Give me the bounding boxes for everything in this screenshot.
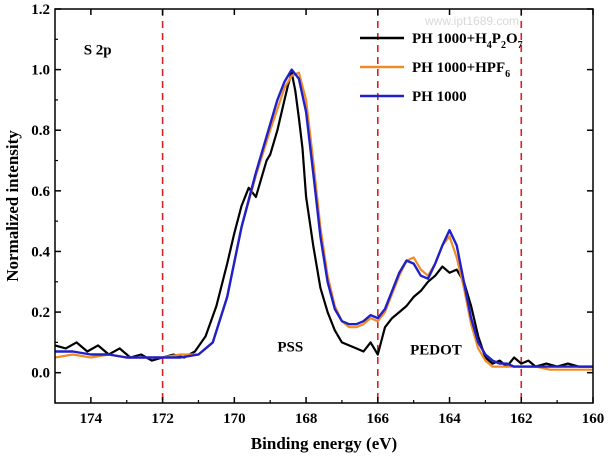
legend-label-2: PH 1000: [412, 89, 467, 105]
x-tick-label: 162: [510, 411, 533, 427]
watermark-text: www.ipt1689.com: [424, 14, 519, 28]
y-tick-label: 0.0: [31, 366, 50, 382]
y-tick-label: 1.0: [31, 63, 50, 79]
legend-label-0: PH 1000+H4P2O7: [412, 31, 523, 51]
x-tick-label: 172: [151, 411, 174, 427]
x-tick-label: 166: [367, 411, 390, 427]
y-axis-title: Normalized intensity: [3, 130, 22, 282]
annotations: S 2p PSS PEDOT: [84, 42, 462, 358]
plot-frame: [54, 8, 594, 404]
y-tick-label: 0.4: [31, 244, 50, 260]
annotation-0: S 2p: [84, 42, 112, 58]
x-tick-label: 170: [223, 411, 246, 427]
x-axis-title: Binding energy (eV): [251, 434, 397, 453]
y-tick-label: 1.2: [31, 2, 50, 18]
x-tick-label: 174: [80, 411, 103, 427]
annotation-2: PEDOT: [410, 343, 462, 359]
x-tick-label: 164: [438, 411, 461, 427]
series-layer: [54, 68, 593, 371]
x-tick-label: 168: [295, 411, 318, 427]
legend: PH 1000+H4P2O7 PH 1000+HPF6 PH 1000: [360, 31, 523, 105]
y-tick-label: 0.2: [31, 305, 50, 321]
annotation-1: PSS: [277, 339, 303, 355]
y-tick-label: 0.6: [31, 184, 50, 200]
y-tick-label: 0.8: [31, 123, 50, 139]
series-line-2: [55, 68, 593, 368]
x-tick-label: 160: [582, 411, 605, 427]
reference-lines: [161, 9, 523, 403]
axis-ticks: 174 172 170 168 166 164 162 160 0.0 0.2 0.4 0.6 0.8 1…: [31, 2, 604, 427]
legend-label-1: PH 1000+HPF6: [412, 60, 510, 80]
